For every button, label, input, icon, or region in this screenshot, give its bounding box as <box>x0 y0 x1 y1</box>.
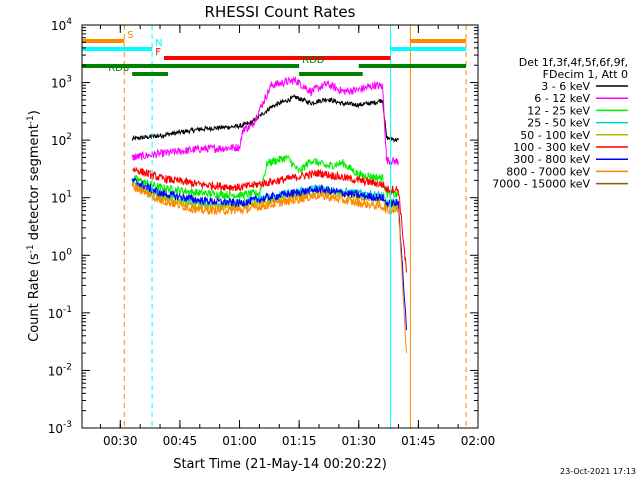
legend-entry-label: 100 - 300 keV <box>513 141 590 154</box>
flag-bar-label: N <box>155 38 162 49</box>
y-tick-label: 104 <box>51 17 72 33</box>
y-tick-label: 10-3 <box>48 420 72 436</box>
y-axis-ticks: 10-3 10-2 10-1 100 101 102 103 104 <box>48 17 478 436</box>
legend-entry-label: 800 - 7000 keV <box>506 165 590 178</box>
x-tick-label: 01:30 <box>341 434 376 448</box>
flag-bars-layer: S NF RDD RD6 <box>82 30 467 76</box>
legend-entry-label: 7000 - 15000 keV <box>492 178 590 191</box>
series-layer <box>131 76 407 354</box>
series-line <box>131 166 407 273</box>
legend-entry-label: 300 - 800 keV <box>513 153 590 166</box>
flag-bar-label: S <box>127 30 133 41</box>
x-tick-label: 00:45 <box>163 434 198 448</box>
x-axis-ticks: 00:30 00:45 01:00 01:15 01:30 01:45 02:00 <box>99 25 496 448</box>
x-tick-label: 01:45 <box>401 434 436 448</box>
footer-timestamp: 23-Oct-2021 17:13 <box>560 467 636 476</box>
legend-entry-label: 25 - 50 keV <box>527 117 590 130</box>
series-line <box>131 76 399 166</box>
legend-header-line-2: FDecim 1, Att 0 <box>543 68 628 81</box>
x-tick-label: 01:15 <box>282 434 317 448</box>
flag-bar-label: RD6 <box>108 63 129 74</box>
flag-bar-label: RDD <box>302 55 325 66</box>
series-line <box>131 93 399 144</box>
y-tick-label: 10-2 <box>48 362 72 378</box>
series-line <box>131 182 407 354</box>
series-line <box>131 154 399 201</box>
y-tick-label: 103 <box>51 75 72 91</box>
flag-bar-label: F <box>155 47 161 58</box>
legend-entry-label: 12 - 25 keV <box>527 104 590 117</box>
series-line <box>131 178 399 209</box>
chart-title: RHESSI Count Rates <box>205 3 356 21</box>
x-tick-label: 01:00 <box>222 434 257 448</box>
x-tick-label: 00:30 <box>103 434 138 448</box>
x-tick-label: 02:00 <box>461 434 496 448</box>
y-tick-label: 10-1 <box>48 305 72 321</box>
y-tick-label: 101 <box>51 190 72 206</box>
legend-entry-label: 6 - 12 keV <box>534 92 590 105</box>
y-tick-label: 100 <box>51 247 72 263</box>
legend-header-line-1: Det 1f,3f,4f,5f,6f,9f, <box>519 56 628 69</box>
legend-entry-label: 50 - 100 keV <box>520 129 590 142</box>
plot-frame <box>81 24 479 429</box>
x-axis-label: Start Time (21-May-14 00:20:22) <box>173 457 387 472</box>
y-axis-label: Count Rate (s-1 detector segment-1) <box>26 110 42 342</box>
legend: Det 1f,3f,4f,5f,6f,9f, FDecim 1, Att 0 3… <box>492 56 628 191</box>
y-tick-label: 102 <box>51 132 72 148</box>
legend-entry-label: 3 - 6 keV <box>541 80 590 93</box>
series-line <box>131 177 407 331</box>
